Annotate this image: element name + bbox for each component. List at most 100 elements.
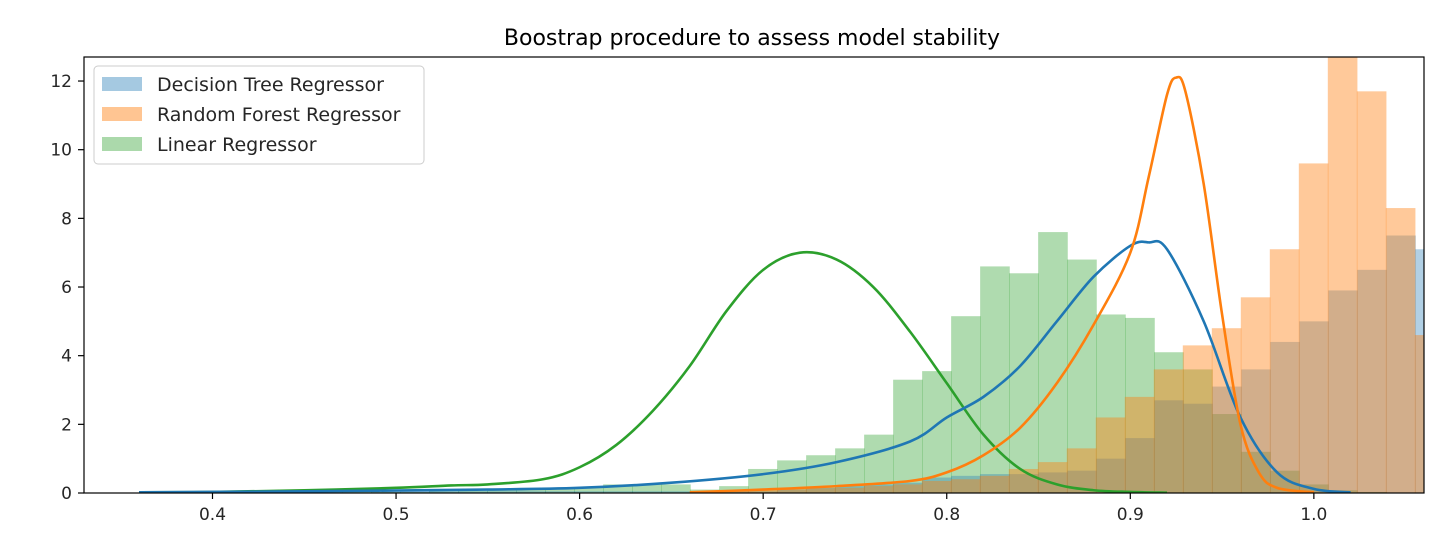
x-tick-label: 0.6: [566, 505, 593, 525]
y-tick-label: 6: [61, 278, 72, 298]
linear-regressor-bar: [603, 484, 633, 493]
decision-tree-regressor-bar: [487, 491, 517, 493]
random-forest-regressor-bar: [1269, 249, 1300, 493]
legend-swatch-linear-regressor: [102, 137, 142, 151]
decision-tree-regressor-bar: [1299, 321, 1329, 493]
linear-regressor-bar: [1125, 317, 1155, 493]
decision-tree-regressor-bar: [632, 491, 662, 493]
plot-area: [139, 57, 1456, 493]
legend-label-random-forest-regressor: Random Forest Regressor: [157, 104, 401, 126]
legend-swatch-decision-tree-regressor: [102, 77, 142, 91]
y-tick-label: 2: [61, 415, 72, 435]
random-forest-regressor-bar: [776, 488, 807, 493]
random-forest-regressor-bar: [892, 484, 923, 493]
linear-regressor-bar: [487, 490, 517, 493]
legend-swatch-random-forest-regressor: [102, 107, 142, 121]
decision-tree-regressor-bar: [1386, 235, 1416, 493]
legend-label-decision-tree-regressor: Decision Tree Regressor: [157, 74, 384, 96]
x-tick-label: 0.9: [1117, 505, 1144, 525]
random-forest-regressor-bar: [950, 479, 981, 493]
x-tick-label: 1.0: [1300, 505, 1327, 525]
linear-regressor-bar: [458, 490, 488, 493]
decision-tree-regressor-bar: [951, 475, 981, 493]
y-tick-label: 10: [50, 141, 72, 161]
linear-regressor-bar: [1038, 232, 1068, 493]
linear-regressor-bar: [545, 488, 575, 493]
decision-tree-regressor-bar: [1009, 474, 1039, 493]
random-forest-regressor-bar: [1008, 468, 1039, 493]
decision-tree-regressor-bar: [748, 491, 778, 493]
x-tick-label: 0.7: [750, 505, 777, 525]
y-tick-label: 4: [61, 347, 72, 367]
random-forest-regressor-kde-line: [689, 75, 1315, 493]
random-forest-regressor-bar: [805, 488, 836, 493]
decision-tree-regressor-bar: [1154, 400, 1184, 493]
random-forest-regressor-bar: [1240, 297, 1271, 493]
legend-label-linear-regressor: Linear Regressor: [157, 134, 317, 156]
random-forest-regressor-bar: [863, 486, 894, 493]
axes: 0.4 0.5 0.6 0.7 0.8 0.9 1.0 0 2 4 6 8 10 12: [50, 56, 1425, 525]
decision-tree-regressor-bar: [1357, 269, 1387, 493]
random-forest-regressor-bar: [1153, 369, 1184, 493]
linear-regressor-bar: [632, 484, 662, 493]
x-tick-label: 0.4: [199, 505, 226, 525]
linear-regressor-bar: [574, 487, 604, 493]
linear-regressor-bar: [1212, 414, 1242, 493]
decision-tree-regressor-bar: [574, 491, 604, 493]
decision-tree-regressor-bar: [400, 491, 430, 493]
random-forest-regressor-bar: [921, 480, 952, 493]
random-forest-regressor-bar: [1327, 57, 1358, 493]
decision-tree-regressor-bar: [1328, 290, 1358, 493]
decision-tree-regressor-bar: [1270, 341, 1300, 493]
y-tick-label: 0: [61, 484, 72, 504]
x-tick-label: 0.8: [933, 505, 960, 525]
decision-tree-regressor-bar: [429, 491, 459, 493]
linear-regressor-bar: [1009, 273, 1039, 493]
legend: Decision Tree Regressor Random Forest Reg…: [93, 65, 425, 165]
random-forest-regressor-bar: [1385, 208, 1416, 493]
decision-tree-regressor-bar: [661, 491, 691, 493]
x-tick-label: 0.5: [383, 505, 410, 525]
linear-regressor-bar: [951, 316, 981, 493]
decision-tree-regressor-bar: [1096, 458, 1126, 493]
random-forest-regressor-bar: [1298, 163, 1329, 493]
decision-tree-regressor-bar: [1183, 403, 1213, 493]
decision-tree-regressor-bar: [458, 491, 488, 493]
random-forest-regressor-bar: [1356, 91, 1387, 493]
random-forest-regressor-bar: [1124, 396, 1155, 493]
decision-tree-regressor-bar: [806, 487, 836, 493]
decision-tree-regressor-bar: [980, 474, 1010, 493]
decision-tree-regressor-bar: [1444, 239, 1456, 493]
decision-tree-regressor-bar: [777, 489, 807, 493]
decision-tree-regressor-bar: [893, 482, 923, 493]
decision-tree-regressor-bar: [719, 491, 749, 493]
random-forest-regressor-bar: [718, 491, 749, 493]
decision-tree-regressor-bar: [545, 491, 575, 493]
linear-regressor-bar: [1067, 259, 1097, 493]
linear-regressor-bar: [1183, 369, 1213, 493]
decision-tree-regressor-bar: [1415, 249, 1424, 493]
random-forest-regressor-bar: [1037, 462, 1068, 493]
decision-tree-regressor-bar: [603, 491, 633, 493]
axes-frame: [83, 56, 1425, 494]
random-forest-regressor-bar: [1444, 438, 1456, 493]
decision-tree-regressor-bar: [864, 484, 894, 493]
linear-regressor-bar: [661, 484, 691, 493]
linear-regressor-bar: [1096, 314, 1126, 493]
legend-box: [93, 65, 425, 165]
random-forest-regressor-bar: [979, 475, 1010, 493]
decision-tree-regressor-bar: [922, 477, 952, 493]
random-forest-regressor-bar: [747, 489, 778, 493]
decision-tree-regressor-bar: [516, 491, 546, 493]
decision-tree-regressor-bar: [835, 486, 865, 493]
random-forest-regressor-bar: [834, 487, 865, 493]
y-tick-label: 8: [61, 209, 72, 229]
chart-title: Boostrap procedure to assess model stabi…: [504, 26, 1000, 51]
random-forest-regressor-bar: [1095, 417, 1126, 493]
linear-regressor-bar: [516, 489, 546, 493]
random-forest-regressor-bar: [1414, 335, 1424, 493]
linear-regressor-bar: [1154, 352, 1184, 493]
y-tick-label: 12: [50, 72, 72, 92]
decision-tree-regressor-kde-line: [139, 239, 1351, 493]
